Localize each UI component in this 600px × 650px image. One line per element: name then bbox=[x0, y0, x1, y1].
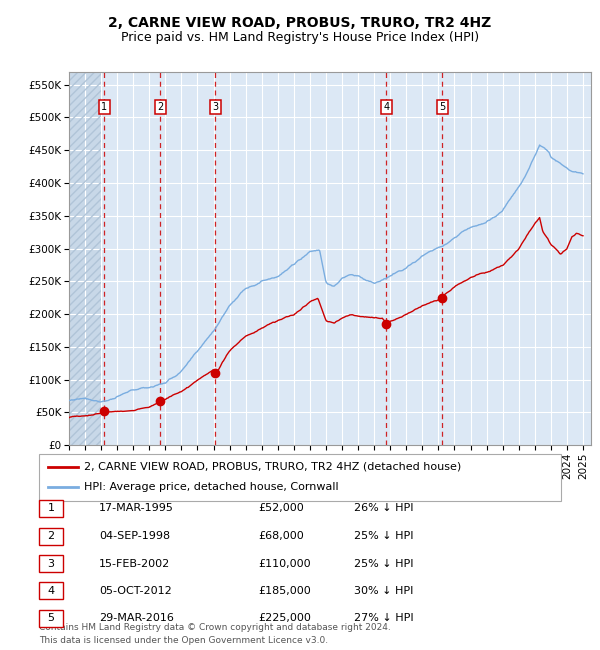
Text: 15-FEB-2002: 15-FEB-2002 bbox=[99, 558, 170, 569]
Text: 4: 4 bbox=[383, 102, 389, 112]
Text: 3: 3 bbox=[212, 102, 218, 112]
Text: 26% ↓ HPI: 26% ↓ HPI bbox=[354, 503, 413, 514]
Text: 2, CARNE VIEW ROAD, PROBUS, TRURO, TR2 4HZ (detached house): 2, CARNE VIEW ROAD, PROBUS, TRURO, TR2 4… bbox=[84, 462, 461, 472]
Text: HPI: Average price, detached house, Cornwall: HPI: Average price, detached house, Corn… bbox=[84, 482, 338, 493]
Bar bbox=[69, 72, 101, 445]
Text: 17-MAR-1995: 17-MAR-1995 bbox=[99, 503, 174, 514]
Text: £185,000: £185,000 bbox=[258, 586, 311, 596]
Text: 04-SEP-1998: 04-SEP-1998 bbox=[99, 531, 170, 541]
Text: £52,000: £52,000 bbox=[258, 503, 304, 514]
Text: 05-OCT-2012: 05-OCT-2012 bbox=[99, 586, 172, 596]
Text: 27% ↓ HPI: 27% ↓ HPI bbox=[354, 613, 413, 623]
Text: 25% ↓ HPI: 25% ↓ HPI bbox=[354, 531, 413, 541]
Text: 4: 4 bbox=[47, 586, 55, 596]
Text: 2: 2 bbox=[157, 102, 163, 112]
Text: Price paid vs. HM Land Registry's House Price Index (HPI): Price paid vs. HM Land Registry's House … bbox=[121, 31, 479, 44]
Text: 3: 3 bbox=[47, 558, 55, 569]
Text: 25% ↓ HPI: 25% ↓ HPI bbox=[354, 558, 413, 569]
Text: £110,000: £110,000 bbox=[258, 558, 311, 569]
Text: 29-MAR-2016: 29-MAR-2016 bbox=[99, 613, 174, 623]
Text: £68,000: £68,000 bbox=[258, 531, 304, 541]
Text: 5: 5 bbox=[439, 102, 446, 112]
Text: £225,000: £225,000 bbox=[258, 613, 311, 623]
Text: 30% ↓ HPI: 30% ↓ HPI bbox=[354, 586, 413, 596]
Text: 2, CARNE VIEW ROAD, PROBUS, TRURO, TR2 4HZ: 2, CARNE VIEW ROAD, PROBUS, TRURO, TR2 4… bbox=[109, 16, 491, 30]
Text: 1: 1 bbox=[47, 503, 55, 514]
Text: 2: 2 bbox=[47, 531, 55, 541]
Text: 1: 1 bbox=[101, 102, 107, 112]
Text: Contains HM Land Registry data © Crown copyright and database right 2024.
This d: Contains HM Land Registry data © Crown c… bbox=[39, 623, 391, 645]
Bar bbox=[69, 72, 101, 445]
Text: 5: 5 bbox=[47, 613, 55, 623]
